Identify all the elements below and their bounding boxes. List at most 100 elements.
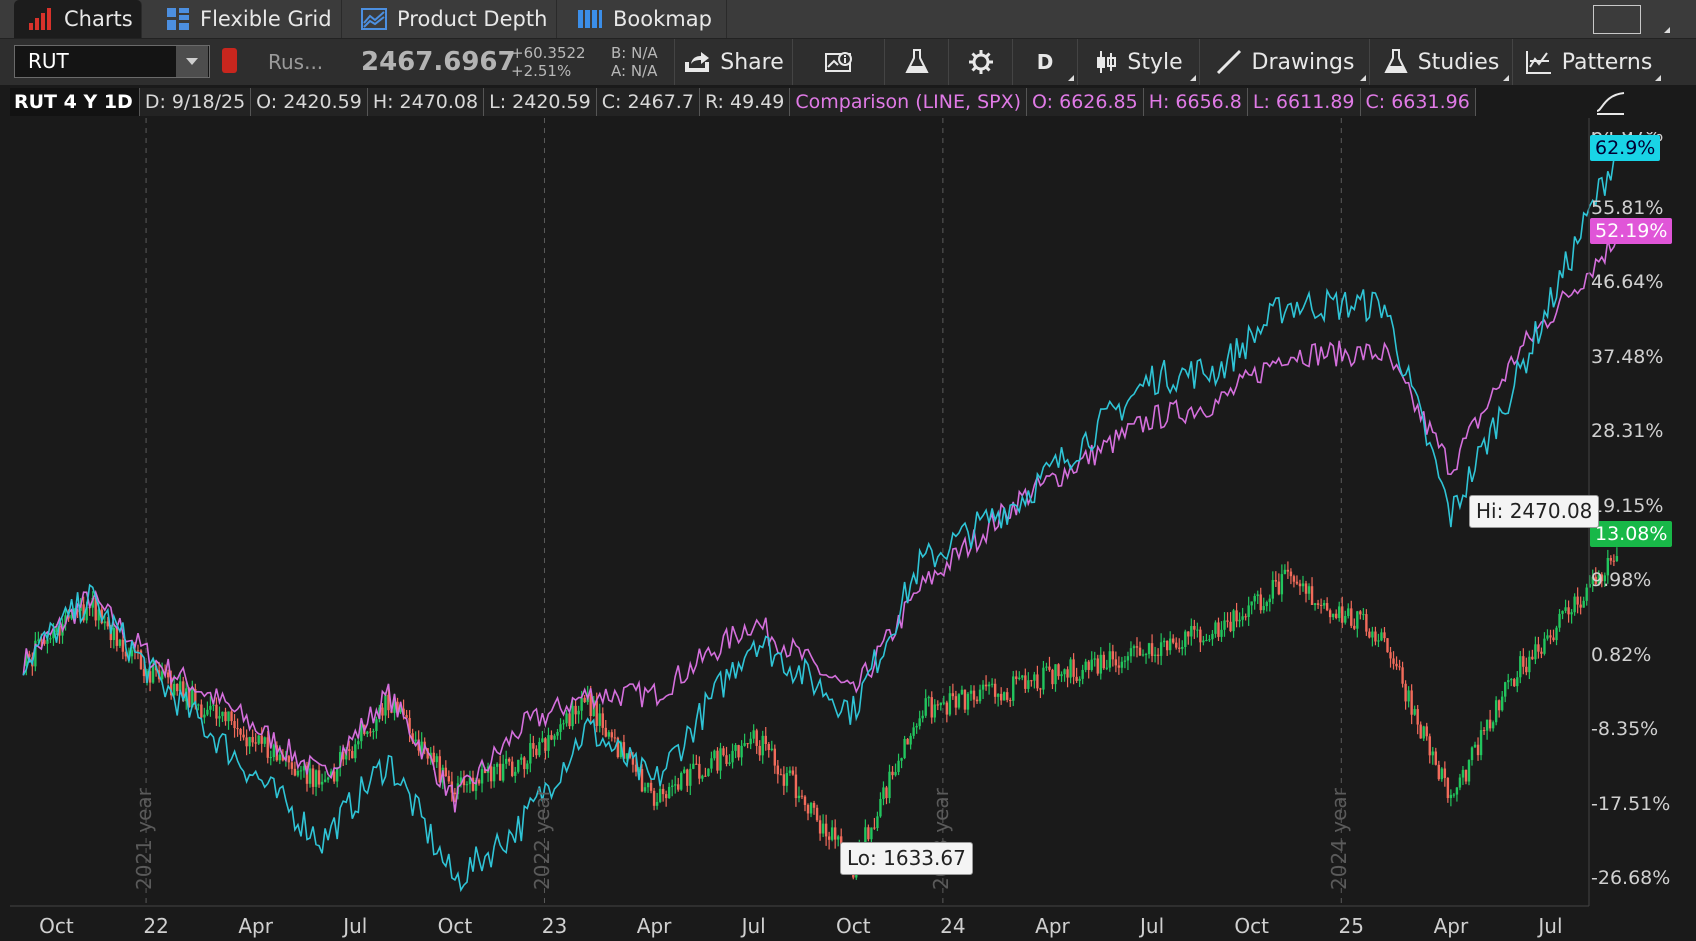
candle-body	[589, 694, 592, 717]
candle-body	[82, 604, 85, 621]
candle-body	[1250, 601, 1253, 606]
candle-body	[1359, 611, 1362, 615]
last-price: 2467.6967	[361, 47, 516, 77]
candle-body	[1504, 682, 1507, 697]
candle-body	[526, 763, 529, 770]
grid-icon	[167, 8, 189, 30]
candle-body	[1280, 574, 1284, 595]
candle-body	[743, 743, 746, 746]
candle-body	[1500, 696, 1504, 711]
candle-body	[1377, 640, 1380, 642]
time-axis-label: Oct	[437, 914, 473, 938]
candle-body	[1132, 646, 1136, 649]
candle-body	[1609, 557, 1613, 561]
share-button[interactable]: Share	[674, 39, 792, 85]
candle-body	[885, 787, 888, 799]
comparison-label[interactable]: Comparison (LINE, SPX)	[790, 88, 1028, 116]
candle-body	[106, 621, 109, 627]
menu-corner-icon	[1068, 75, 1074, 81]
candle-body	[1244, 616, 1247, 618]
candle-body	[212, 704, 215, 706]
time-axis-label: Apr	[636, 914, 672, 938]
candle-body	[619, 742, 623, 758]
candle-body	[728, 762, 731, 764]
candle-body	[221, 711, 224, 717]
candle-body	[1322, 603, 1326, 606]
candle-body	[1467, 760, 1471, 782]
candle-body	[604, 727, 607, 737]
candle-style-icon	[1097, 51, 1117, 73]
candle-body	[142, 669, 146, 677]
candle-body	[28, 654, 31, 658]
candle-body	[263, 737, 266, 744]
price-axis-label: -26.68%	[1591, 867, 1671, 890]
chart-info-icon	[824, 52, 852, 72]
candle-body	[402, 708, 405, 716]
lab-button[interactable]	[884, 39, 948, 85]
net-change: +60.3522	[511, 44, 586, 62]
candle-body	[1488, 719, 1492, 729]
time-axis-label: 22	[143, 914, 169, 938]
candle-body	[1048, 666, 1051, 670]
candle-body	[803, 796, 807, 805]
candle-body	[314, 770, 318, 787]
candle-body	[311, 768, 315, 787]
tab-bookmap[interactable]: Bookmap	[563, 0, 727, 38]
drawings-button[interactable]: Drawings	[1199, 39, 1369, 85]
candle-body	[495, 763, 499, 767]
candle-body	[553, 735, 556, 740]
settings-button[interactable]	[948, 39, 1012, 85]
candle-body	[1054, 664, 1057, 685]
year-label: 2024 year	[1327, 788, 1352, 890]
tab-product-depth[interactable]: Product Depth	[347, 0, 557, 38]
candle-body	[302, 766, 306, 771]
studies-button[interactable]: Studies	[1369, 39, 1512, 85]
candle-body	[927, 697, 930, 699]
chart-info-button[interactable]	[792, 39, 884, 85]
candle-body	[655, 801, 659, 806]
chart-toolbar: RUT Rus... 2467.6967 +60.3522 +2.51% B: …	[0, 39, 1696, 85]
candle-body	[76, 610, 79, 612]
candle-body	[1328, 610, 1332, 618]
candle-body	[1507, 680, 1510, 683]
candle-body	[689, 768, 692, 786]
candle-body	[1193, 626, 1196, 630]
candle-body	[571, 705, 574, 727]
candle-body	[1099, 654, 1102, 674]
candle-body	[239, 729, 242, 735]
tab-label: Flexible Grid	[200, 7, 332, 31]
aggregation-button[interactable]: D	[1012, 39, 1077, 85]
candle-body	[598, 713, 601, 726]
candle-body	[1380, 632, 1383, 641]
tab-label: Product Depth	[397, 7, 548, 31]
style-button[interactable]: Style	[1077, 39, 1199, 85]
gear-icon	[968, 50, 993, 74]
candle-body	[25, 654, 28, 666]
candle-body	[348, 749, 351, 751]
symbol-dropdown-button[interactable]	[176, 46, 208, 77]
tab-flexible-grid[interactable]: Flexible Grid	[152, 0, 342, 38]
candle-body	[215, 704, 218, 719]
patterns-label: Patterns	[1561, 49, 1653, 75]
window-layout-button[interactable]	[1593, 5, 1641, 34]
tab-charts[interactable]: Charts	[14, 0, 142, 38]
candle-body	[737, 745, 740, 758]
candle-body	[906, 738, 909, 745]
candle-body	[1265, 602, 1268, 607]
patterns-button[interactable]: Patterns	[1512, 39, 1664, 85]
candle-body	[517, 759, 520, 772]
candle-body	[1513, 679, 1516, 687]
link-tag-icon[interactable]	[222, 48, 237, 73]
spx-comparison-line	[22, 238, 1618, 813]
candle-body	[1537, 644, 1540, 652]
candle-body	[948, 693, 952, 715]
candle-body	[824, 823, 828, 837]
price-axis-label: 0.82%	[1591, 643, 1652, 666]
candle-body	[574, 705, 577, 715]
candle-body	[43, 640, 46, 644]
scale-toggle-icon[interactable]	[1594, 89, 1628, 117]
candle-body	[1410, 690, 1413, 715]
candle-body	[888, 771, 891, 799]
candle-body	[1226, 620, 1229, 622]
